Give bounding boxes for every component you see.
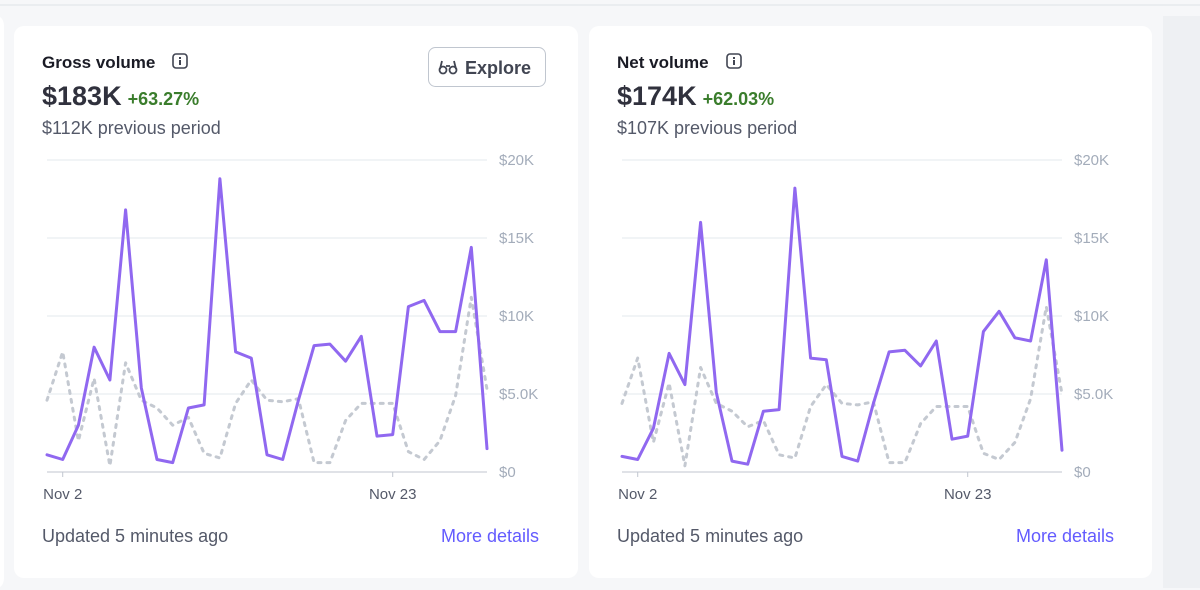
previous-period-line (45, 295, 489, 468)
y-tick-label: $5.0K (499, 386, 538, 403)
total-value: $183K (42, 81, 122, 111)
explore-button[interactable]: Explore (428, 47, 546, 87)
previous-period-line (620, 305, 1064, 468)
info-icon[interactable] (726, 53, 742, 69)
y-tick-label: $10K (499, 308, 534, 325)
y-tick-label: $10K (1074, 308, 1109, 325)
current-period-line (45, 177, 489, 465)
card-bg (589, 26, 1152, 578)
y-tick-label: $0 (499, 464, 516, 481)
card-bg (14, 26, 578, 578)
y-tick-label: $5.0K (1074, 386, 1113, 403)
more-details-link[interactable]: More details (1016, 526, 1114, 546)
total-value: $174K (617, 81, 697, 111)
y-tick-label: $20K (1074, 152, 1109, 169)
button-label[interactable]: Explore (465, 58, 531, 78)
x-tick-label: Nov 23 (944, 486, 992, 503)
more-details-link[interactable]: More details (441, 526, 539, 546)
card-title: Gross volume (42, 53, 155, 72)
updated-text: Updated 5 minutes ago (617, 526, 803, 546)
y-tick-label: $15K (499, 230, 534, 247)
card: Gross volume $183K +63.27% $112K previous… (14, 26, 578, 578)
current-period-line (620, 186, 1064, 466)
summary: $183K +63.27% (42, 81, 199, 111)
change: +63.27% (128, 89, 200, 109)
updated-text: Updated 5 minutes ago (42, 526, 228, 546)
info-icon[interactable] (172, 53, 188, 69)
card-title: Net volume (617, 53, 709, 72)
partial-card (0, 16, 4, 588)
previous-period: $107K previous period (617, 118, 797, 138)
change: +62.03% (703, 89, 775, 109)
x-tick-label: Nov 2 (618, 486, 657, 503)
right-gutter (1163, 16, 1200, 588)
card: Net volume $174K +62.03% $107K previous p… (589, 26, 1152, 578)
previous-period: $112K previous period (42, 118, 221, 138)
y-tick-label: $0 (1074, 464, 1091, 481)
y-tick-label: $15K (1074, 230, 1109, 247)
summary: $174K +62.03% (617, 81, 774, 111)
y-tick-label: $20K (499, 152, 534, 169)
x-tick-label: Nov 23 (369, 486, 417, 503)
x-tick-label: Nov 2 (43, 486, 82, 503)
